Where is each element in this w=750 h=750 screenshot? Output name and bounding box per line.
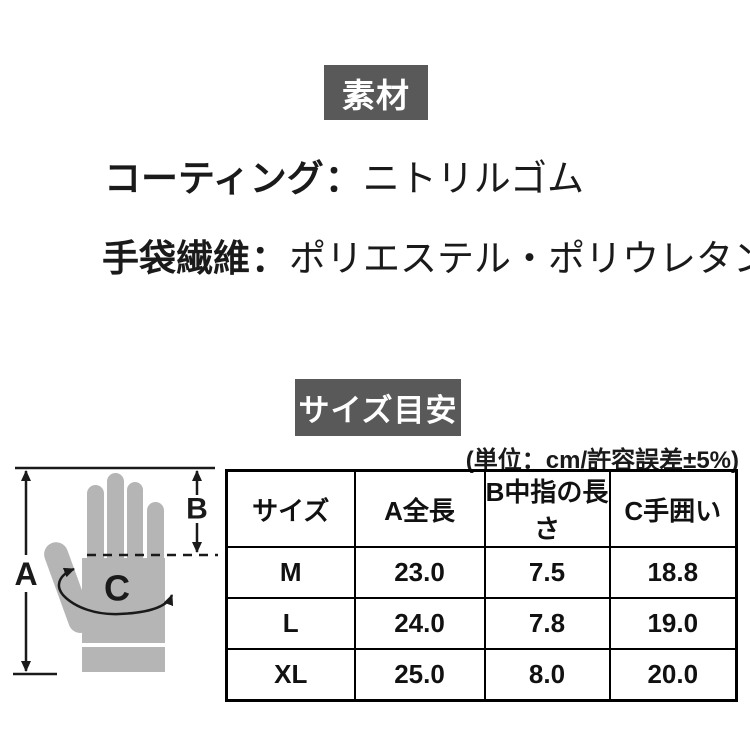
size-title-text: サイズ目安 <box>298 393 458 428</box>
glove-ring-finger <box>127 482 143 568</box>
cell-size: L <box>225 597 356 650</box>
cell-hand-circumference: 18.8 <box>608 546 738 599</box>
glove-illustration <box>44 473 165 672</box>
circumference-arrow <box>57 567 174 616</box>
cell-size: M <box>225 546 356 599</box>
cell-middle-finger: 8.0 <box>483 648 611 701</box>
size-table-header-row: サイズ A全長 B中指の長さ C手囲い <box>225 469 738 548</box>
cell-total-length: 25.0 <box>353 648 486 701</box>
cell-hand-circumference: 20.0 <box>608 648 738 701</box>
col-header-middle-finger: B中指の長さ <box>483 469 611 548</box>
cell-middle-finger: 7.5 <box>483 546 611 599</box>
size-section-title: サイズ目安 <box>295 379 461 436</box>
coating-colon: ： <box>324 158 362 199</box>
cell-size: XL <box>225 648 356 701</box>
glove-middle-finger <box>107 473 124 568</box>
fiber-line: 手袋繊維：ポリエステル・ポリウレタン <box>102 228 750 282</box>
material-section-title: 素材 <box>324 65 428 120</box>
col-header-total-length: A全長 <box>353 469 486 548</box>
cell-middle-finger: 7.8 <box>483 597 611 650</box>
glove-measurement-diagram: A B C <box>13 466 218 676</box>
glove-cuff <box>82 647 165 672</box>
cell-total-length: 24.0 <box>353 597 486 650</box>
fiber-label: 手袋繊維 <box>102 238 250 279</box>
cell-hand-circumference: 19.0 <box>608 597 738 650</box>
label-c: C <box>104 568 130 609</box>
table-row-m: M 23.0 7.5 18.8 <box>225 546 738 599</box>
table-row-l: L 24.0 7.8 19.0 <box>225 597 738 650</box>
cell-total-length: 23.0 <box>353 546 486 599</box>
fiber-colon: ： <box>251 238 288 279</box>
coating-value: ニトリルゴム <box>362 158 585 199</box>
material-title-text: 素材 <box>342 76 410 114</box>
coating-line: コーティング：ニトリルゴム <box>104 148 584 202</box>
table-row-xl: XL 25.0 8.0 20.0 <box>225 648 738 701</box>
col-header-hand-circumference: C手囲い <box>608 469 738 548</box>
fiber-value: ポリエステル・ポリウレタン <box>289 238 750 279</box>
label-b: B <box>186 493 208 526</box>
size-table: サイズ A全長 B中指の長さ C手囲い M 23.0 7.5 18.8 L 24… <box>225 469 738 702</box>
label-a: A <box>14 556 37 592</box>
col-header-size: サイズ <box>225 469 356 548</box>
glove-pinky-finger <box>147 502 164 568</box>
glove-index-finger <box>87 485 104 568</box>
coating-label: コーティング <box>104 158 324 199</box>
